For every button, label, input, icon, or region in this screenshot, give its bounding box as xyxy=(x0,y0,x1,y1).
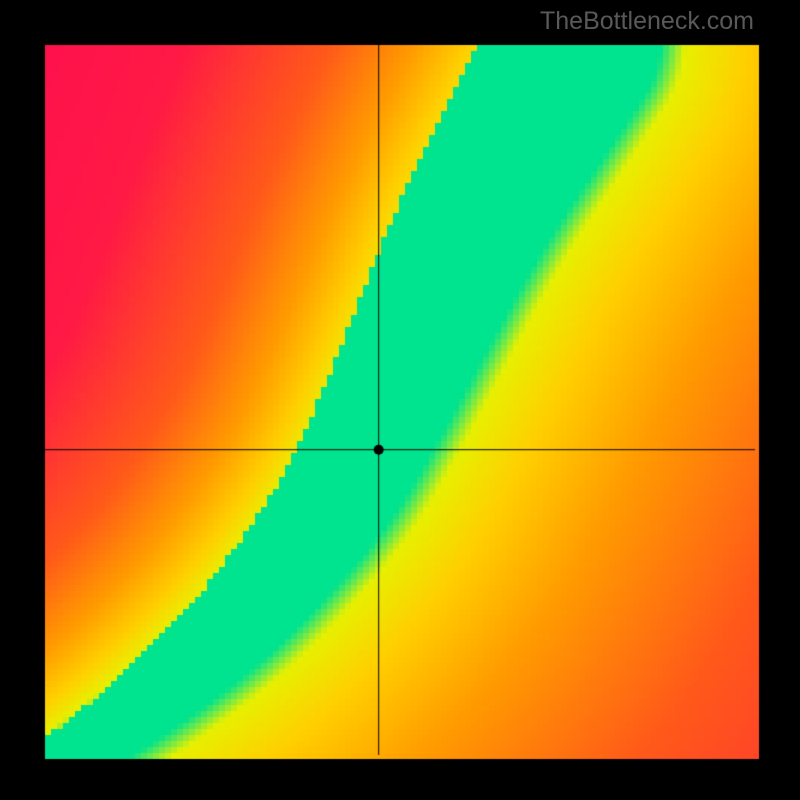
bottleneck-heatmap xyxy=(0,0,800,800)
attribution-label: TheBottleneck.com xyxy=(540,7,754,36)
chart-container: TheBottleneck.com xyxy=(0,0,800,800)
